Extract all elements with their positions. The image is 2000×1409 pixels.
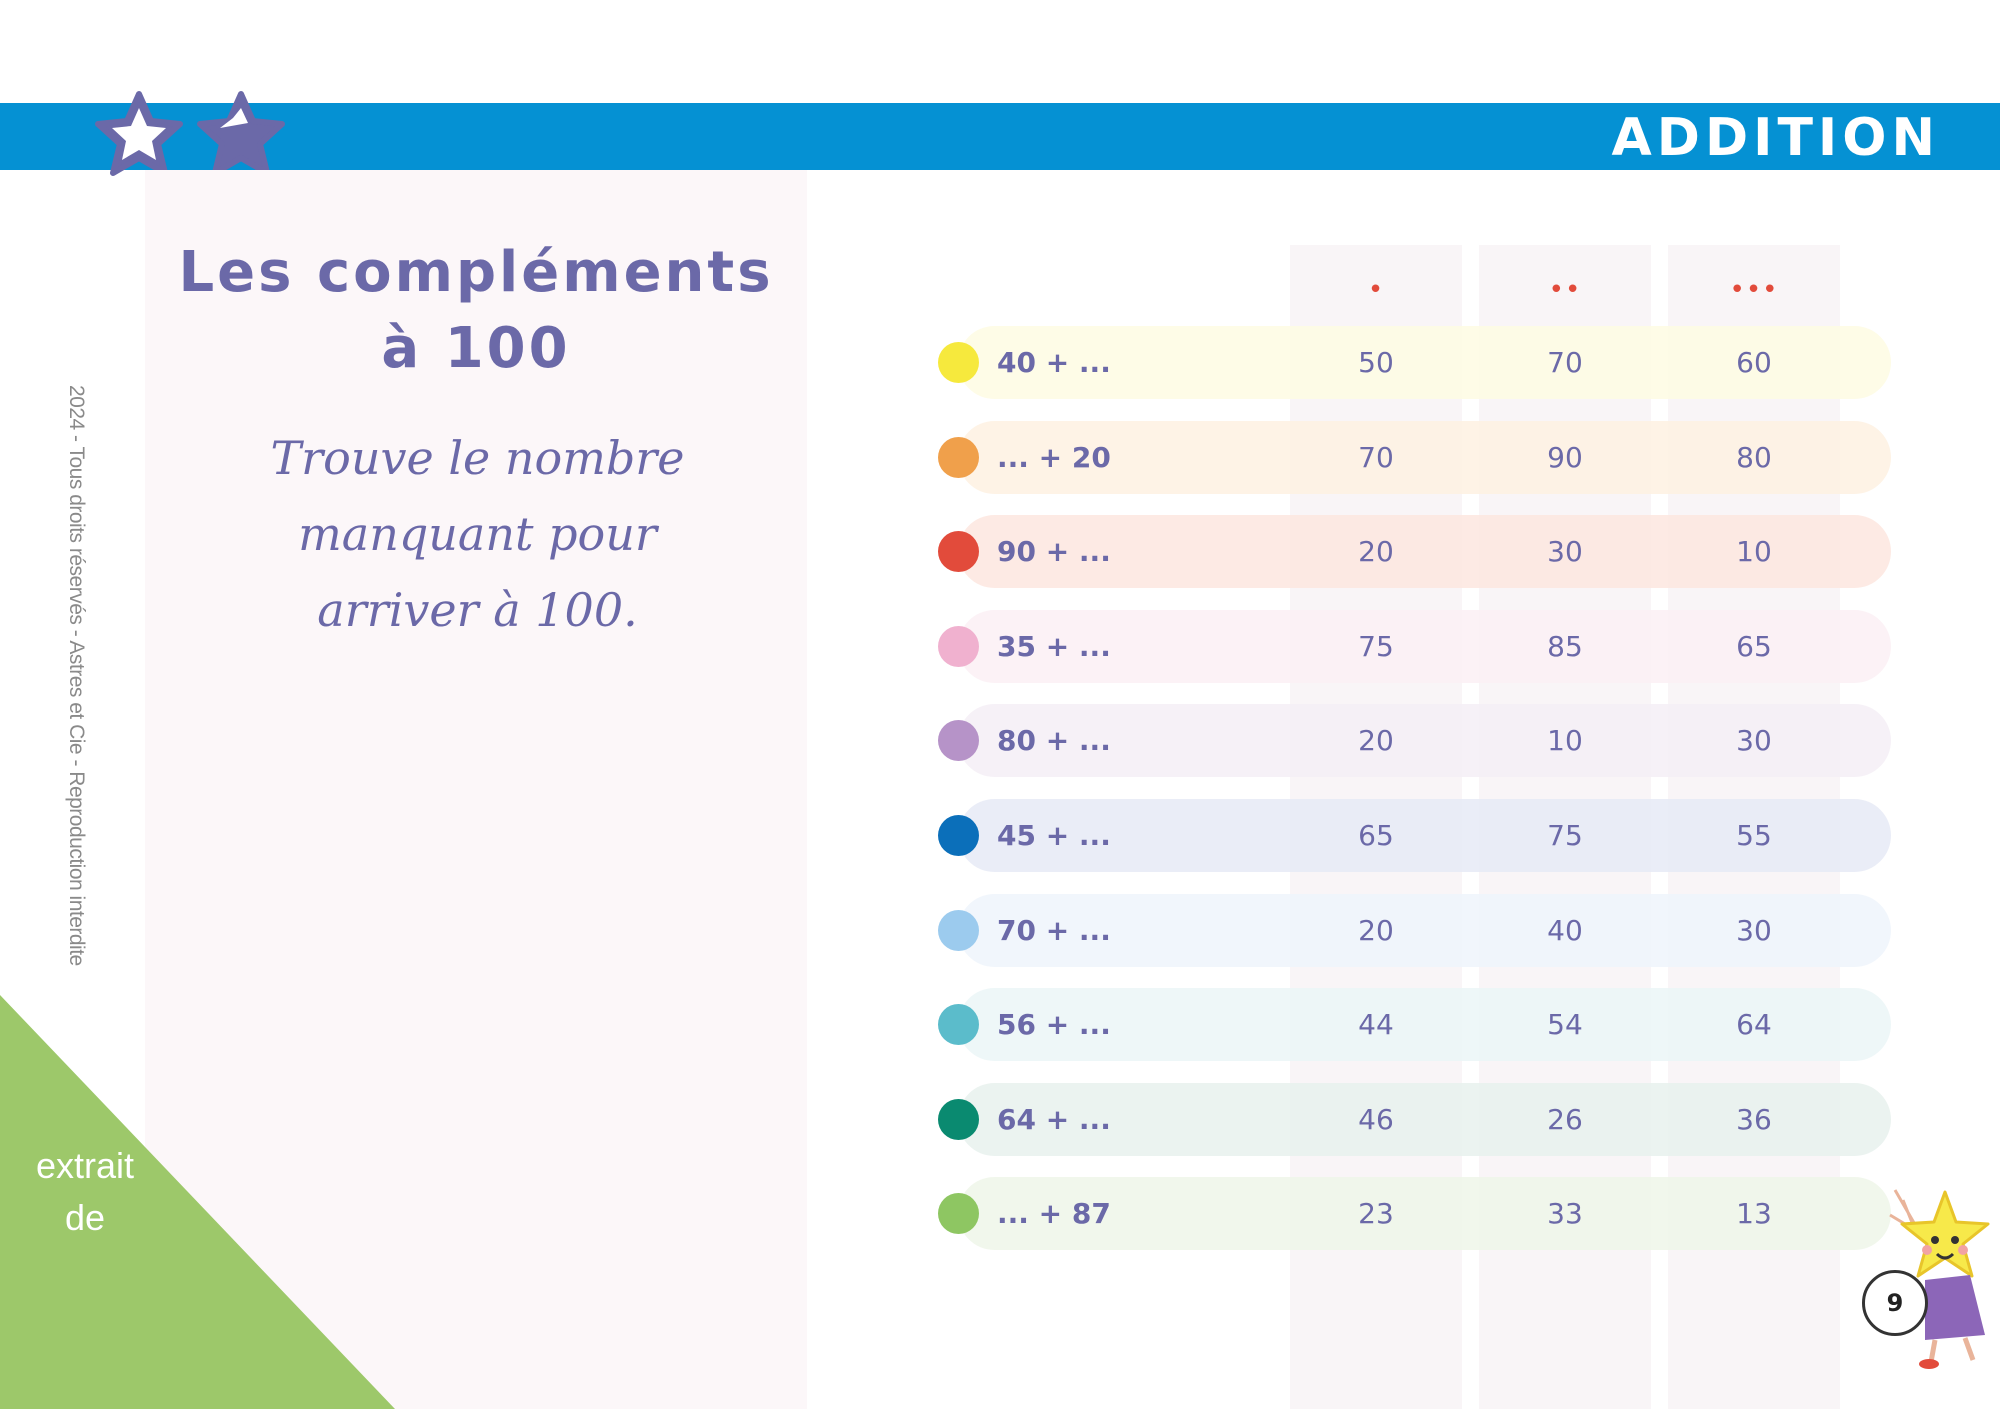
heading-line: à 100 bbox=[381, 316, 571, 381]
row-color-dot bbox=[938, 1099, 979, 1140]
star-outline-icon bbox=[95, 91, 183, 176]
row-color-dot bbox=[938, 531, 979, 572]
row-color-dot bbox=[938, 910, 979, 951]
copyright-note: 2024 - Tous droits réservés - Astres et … bbox=[65, 385, 88, 966]
row-expression: 45 + ... bbox=[997, 819, 1111, 852]
instruction-line: Trouve le nombre bbox=[270, 431, 685, 485]
answer-cell: 46 bbox=[1358, 1103, 1394, 1136]
answer-cell: 70 bbox=[1358, 441, 1394, 474]
answer-cell: 30 bbox=[1547, 535, 1583, 568]
lesson-heading: Les compléments à 100 bbox=[145, 235, 807, 387]
answer-cell: 20 bbox=[1358, 724, 1394, 757]
answer-cell: 70 bbox=[1547, 346, 1583, 379]
answer-cell: 65 bbox=[1736, 630, 1772, 663]
answer-cell: 75 bbox=[1547, 819, 1583, 852]
row-color-dot bbox=[938, 342, 979, 383]
row-expression: 64 + ... bbox=[997, 1103, 1111, 1136]
answer-cell: 13 bbox=[1736, 1197, 1772, 1230]
extract-label-line: extrait bbox=[35, 1145, 135, 1186]
answer-cell: 30 bbox=[1736, 914, 1772, 947]
row-expression: ... + 87 bbox=[997, 1197, 1111, 1230]
answer-cell: 10 bbox=[1736, 535, 1772, 568]
answer-cell: 60 bbox=[1736, 346, 1772, 379]
row-expression: ... + 20 bbox=[997, 441, 1111, 474]
extract-label: extrait de bbox=[10, 1140, 160, 1244]
row-expression: 40 + ... bbox=[997, 346, 1111, 379]
row-expression: 70 + ... bbox=[997, 914, 1111, 947]
difficulty-marker-3: ••• bbox=[1729, 275, 1779, 305]
lesson-instruction: Trouve le nombre manquant pour arriver à… bbox=[205, 420, 750, 648]
answer-cell: 40 bbox=[1547, 914, 1583, 947]
answer-cell: 20 bbox=[1358, 914, 1394, 947]
answer-cell: 90 bbox=[1547, 441, 1583, 474]
exercise-row bbox=[958, 421, 1891, 494]
row-color-dot bbox=[938, 720, 979, 761]
exercise-row bbox=[958, 894, 1891, 967]
answer-cell: 30 bbox=[1736, 724, 1772, 757]
answer-cell: 44 bbox=[1358, 1008, 1394, 1041]
answer-cell: 20 bbox=[1358, 535, 1394, 568]
answer-cell: 64 bbox=[1736, 1008, 1772, 1041]
instruction-line: manquant pour bbox=[298, 507, 657, 561]
answer-cell: 36 bbox=[1736, 1103, 1772, 1136]
difficulty-marker-2: •• bbox=[1548, 275, 1582, 305]
row-color-dot bbox=[938, 815, 979, 856]
extract-corner bbox=[0, 995, 395, 1409]
row-expression: 35 + ... bbox=[997, 630, 1111, 663]
exercise-row bbox=[958, 988, 1891, 1061]
answer-cell: 80 bbox=[1736, 441, 1772, 474]
row-color-dot bbox=[938, 626, 979, 667]
answer-cell: 50 bbox=[1358, 346, 1394, 379]
exercise-row bbox=[958, 610, 1891, 683]
section-title: ADDITION bbox=[1611, 108, 1940, 168]
exercise-row bbox=[958, 704, 1891, 777]
row-color-dot bbox=[938, 1004, 979, 1045]
exercise-row bbox=[958, 799, 1891, 872]
row-expression: 56 + ... bbox=[997, 1008, 1111, 1041]
answer-cell: 65 bbox=[1358, 819, 1394, 852]
answer-cell: 33 bbox=[1547, 1197, 1583, 1230]
heading-line: Les compléments bbox=[178, 240, 774, 305]
answer-cell: 23 bbox=[1358, 1197, 1394, 1230]
answer-cell: 10 bbox=[1547, 724, 1583, 757]
difficulty-stars bbox=[95, 91, 285, 176]
answer-cell: 26 bbox=[1547, 1103, 1583, 1136]
extract-label-line: de bbox=[64, 1197, 106, 1238]
row-expression: 80 + ... bbox=[997, 724, 1111, 757]
answer-cell: 54 bbox=[1547, 1008, 1583, 1041]
row-expression: 90 + ... bbox=[997, 535, 1111, 568]
difficulty-marker-1: • bbox=[1367, 275, 1385, 305]
row-color-dot bbox=[938, 437, 979, 478]
answer-cell: 55 bbox=[1736, 819, 1772, 852]
instruction-line: arriver à 100. bbox=[317, 583, 638, 637]
exercise-row bbox=[958, 1177, 1891, 1250]
star-filled-icon bbox=[197, 91, 285, 176]
header-banner bbox=[0, 103, 2000, 170]
page-number: 9 bbox=[1862, 1270, 1928, 1336]
star-mascot bbox=[1889, 1189, 1990, 1369]
answer-cell: 75 bbox=[1358, 630, 1394, 663]
exercise-row bbox=[958, 326, 1891, 399]
lesson-panel bbox=[145, 170, 807, 1409]
answer-cell: 85 bbox=[1547, 630, 1583, 663]
row-color-dot bbox=[938, 1193, 979, 1234]
exercise-row bbox=[958, 1083, 1891, 1156]
exercise-row bbox=[958, 515, 1891, 588]
